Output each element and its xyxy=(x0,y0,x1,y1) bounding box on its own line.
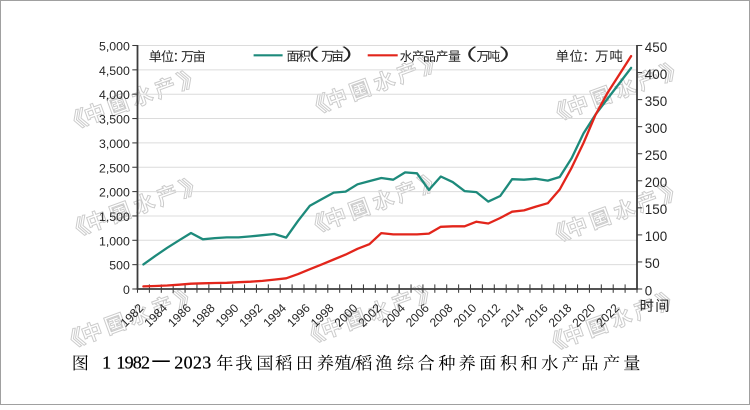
svg-text:150: 150 xyxy=(645,202,667,217)
svg-text:3,000: 3,000 xyxy=(99,137,130,151)
svg-text:350: 350 xyxy=(645,94,667,109)
svg-text:2,500: 2,500 xyxy=(99,161,130,175)
svg-text:250: 250 xyxy=(645,148,667,163)
svg-text:500: 500 xyxy=(109,259,130,273)
svg-text:400: 400 xyxy=(645,67,667,82)
svg-text:300: 300 xyxy=(645,121,667,136)
svg-text:2,000: 2,000 xyxy=(99,186,130,200)
svg-text:5,000: 5,000 xyxy=(99,40,130,54)
svg-text:1: 1 xyxy=(102,352,111,372)
svg-text:200: 200 xyxy=(645,175,667,190)
svg-text:2023: 2023 xyxy=(174,352,211,372)
svg-text:0: 0 xyxy=(645,283,652,298)
svg-text:450: 450 xyxy=(645,40,667,55)
svg-text:50: 50 xyxy=(645,256,660,271)
svg-text:1982: 1982 xyxy=(116,352,150,372)
svg-text:4,500: 4,500 xyxy=(99,64,130,78)
svg-text:1,000: 1,000 xyxy=(99,234,130,248)
svg-text:1,500: 1,500 xyxy=(99,210,130,224)
svg-text:100: 100 xyxy=(645,229,667,244)
svg-text:0: 0 xyxy=(123,283,130,297)
svg-text:/: / xyxy=(351,353,356,372)
svg-text:3,500: 3,500 xyxy=(99,113,130,127)
svg-text:4,000: 4,000 xyxy=(99,88,130,102)
